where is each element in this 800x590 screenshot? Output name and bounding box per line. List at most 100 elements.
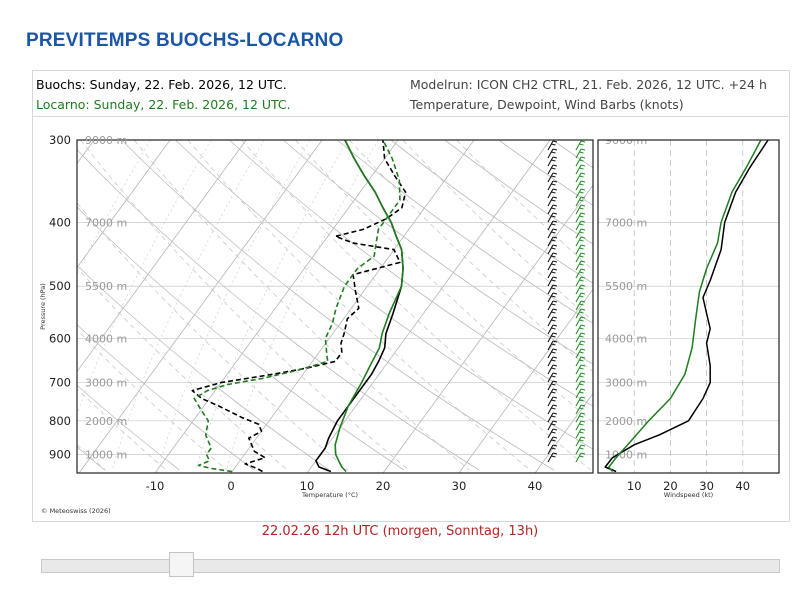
locarno-wind-barb	[575, 444, 586, 455]
dry-adiabat-line	[283, 140, 593, 365]
barb-shaft	[575, 220, 582, 231]
barb-flag	[579, 327, 584, 330]
barb-shaft	[547, 380, 554, 391]
locarno-wind-barb	[575, 156, 586, 167]
barb-flag	[580, 228, 586, 231]
barb-shaft	[547, 156, 554, 167]
height-label: 5500 m	[85, 280, 127, 293]
dry-adiabat-line	[77, 324, 255, 471]
dry-adiabat-line	[77, 149, 480, 471]
barb-flag	[580, 348, 586, 351]
locarno-temperature-line	[334, 140, 404, 473]
height-label: 1000 m	[85, 449, 127, 462]
barb-shaft	[547, 300, 554, 311]
pressure-axis-label: Pressure (hPa)	[39, 283, 47, 330]
barb-flag	[551, 223, 556, 226]
barb-flag	[551, 367, 556, 370]
barb-flag	[551, 199, 556, 202]
barb-flag	[579, 263, 584, 266]
barb-flag	[551, 159, 556, 162]
mixing-ratio-line	[157, 140, 311, 471]
barb-shaft	[547, 444, 554, 455]
locarno-wind-barb	[575, 236, 586, 247]
barb-flag	[580, 188, 586, 191]
barb-flag	[580, 172, 586, 175]
dry-adiabat-line	[336, 140, 593, 324]
barb-flag	[551, 151, 556, 154]
buochs-wind-barb	[547, 284, 558, 295]
barb-shaft	[547, 172, 554, 183]
barb-flag	[551, 415, 556, 418]
barb-shaft	[575, 196, 582, 207]
barb-shaft	[575, 300, 582, 311]
barb-flag	[579, 239, 584, 242]
dry-adiabat-line	[77, 206, 405, 471]
buochs-wind-barb	[547, 148, 558, 159]
time-slider-thumb[interactable]	[168, 552, 194, 577]
barb-flag	[579, 159, 584, 162]
pressure-tick-label: 400	[49, 215, 71, 229]
barb-flag	[551, 455, 556, 458]
barb-flag	[551, 207, 556, 210]
pressure-tick-label: 600	[49, 331, 71, 345]
locarno-wind-barb	[575, 260, 586, 271]
height-label: 2000 m	[85, 415, 127, 428]
barb-flag	[552, 356, 558, 359]
barb-flag	[580, 420, 586, 423]
barb-flag	[579, 343, 584, 346]
buochs-wind-barb	[547, 212, 558, 223]
barb-flag	[551, 351, 556, 354]
buochs-wind-barb	[547, 452, 558, 463]
locarno-wind-barb	[575, 348, 586, 359]
barb-flag	[551, 247, 556, 250]
barb-shaft	[575, 228, 582, 239]
barb-flag	[580, 156, 586, 159]
buochs-wind-barb	[547, 188, 558, 199]
buochs-wind-barb	[547, 268, 558, 279]
barb-flag	[552, 300, 558, 303]
barb-shaft	[575, 268, 582, 279]
barb-flag	[580, 204, 586, 207]
locarno-wind-barb	[575, 172, 586, 183]
barb-shaft	[547, 212, 554, 223]
barb-shaft	[547, 180, 554, 191]
barb-shaft	[547, 332, 554, 343]
buochs-wind-barb	[547, 356, 558, 367]
buochs-wind-barb	[547, 164, 558, 175]
barb-flag	[551, 383, 556, 386]
barb-shaft	[547, 140, 554, 151]
temperature-tick-label: 10	[300, 479, 315, 493]
buochs-wind-barb	[547, 324, 558, 335]
barb-flag	[552, 244, 558, 247]
windspeed-height-label: 4000 m	[605, 332, 647, 345]
windspeed-height-label: 3000 m	[605, 377, 647, 390]
height-label: 3000 m	[85, 377, 127, 390]
barb-flag	[551, 255, 556, 258]
locarno-dewpoint-line	[193, 140, 401, 473]
locarno-windspeed-line	[608, 140, 762, 472]
station2-header: Locarno: Sunday, 22. Feb. 2026, 12 UTC.	[36, 97, 291, 112]
barb-shaft	[575, 364, 582, 375]
mixing-ratio-line	[225, 140, 379, 471]
barb-shaft	[575, 148, 582, 159]
barb-shaft	[575, 140, 582, 151]
time-slider-track[interactable]	[41, 559, 780, 573]
barb-shaft	[575, 388, 582, 399]
barb-shaft	[575, 340, 582, 351]
barb-flag	[579, 255, 584, 258]
barb-flag	[579, 407, 584, 410]
barb-shaft	[575, 180, 582, 191]
barb-shaft	[547, 356, 554, 367]
windspeed-border	[597, 139, 780, 474]
barb-flag	[579, 415, 584, 418]
barb-shaft	[547, 164, 554, 175]
barb-flag	[579, 143, 584, 146]
barb-flag	[579, 175, 584, 178]
locarno-wind-barb	[575, 388, 586, 399]
barb-flag	[580, 332, 586, 335]
barb-shaft	[575, 436, 582, 447]
barb-flag	[580, 164, 586, 167]
moist-adiabat-line	[133, 140, 470, 471]
variables-header: Temperature, Dewpoint, Wind Barbs (knots…	[410, 97, 684, 112]
buochs-wind-barb	[547, 364, 558, 375]
